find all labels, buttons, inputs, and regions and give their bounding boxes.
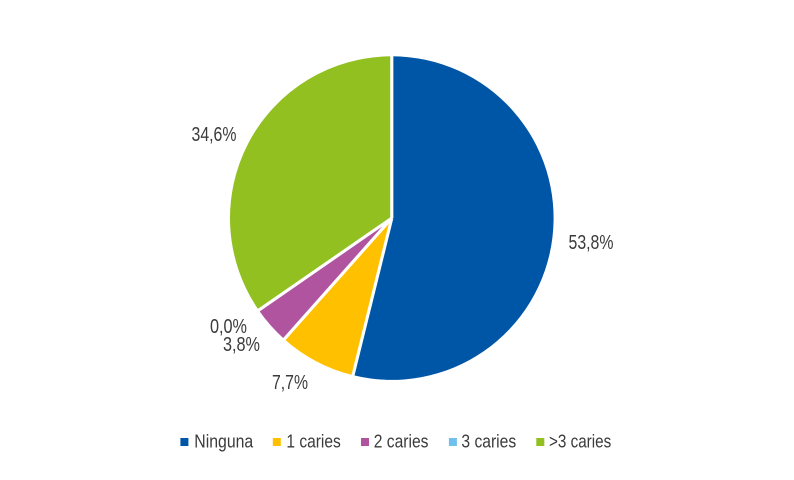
svg-text:Ninguna: Ninguna xyxy=(194,430,254,451)
svg-text:3,8%: 3,8% xyxy=(223,334,260,356)
svg-text:3 caries: 3 caries xyxy=(461,430,516,451)
svg-text:53,8%: 53,8% xyxy=(569,232,614,254)
svg-text:2 caries: 2 caries xyxy=(374,430,429,451)
svg-text:1 caries: 1 caries xyxy=(286,430,340,451)
svg-text:34,6%: 34,6% xyxy=(192,124,237,146)
svg-text:7,7%: 7,7% xyxy=(272,372,308,394)
svg-text:0,0%: 0,0% xyxy=(210,316,247,338)
svg-text:>3 caries: >3 caries xyxy=(549,430,611,451)
